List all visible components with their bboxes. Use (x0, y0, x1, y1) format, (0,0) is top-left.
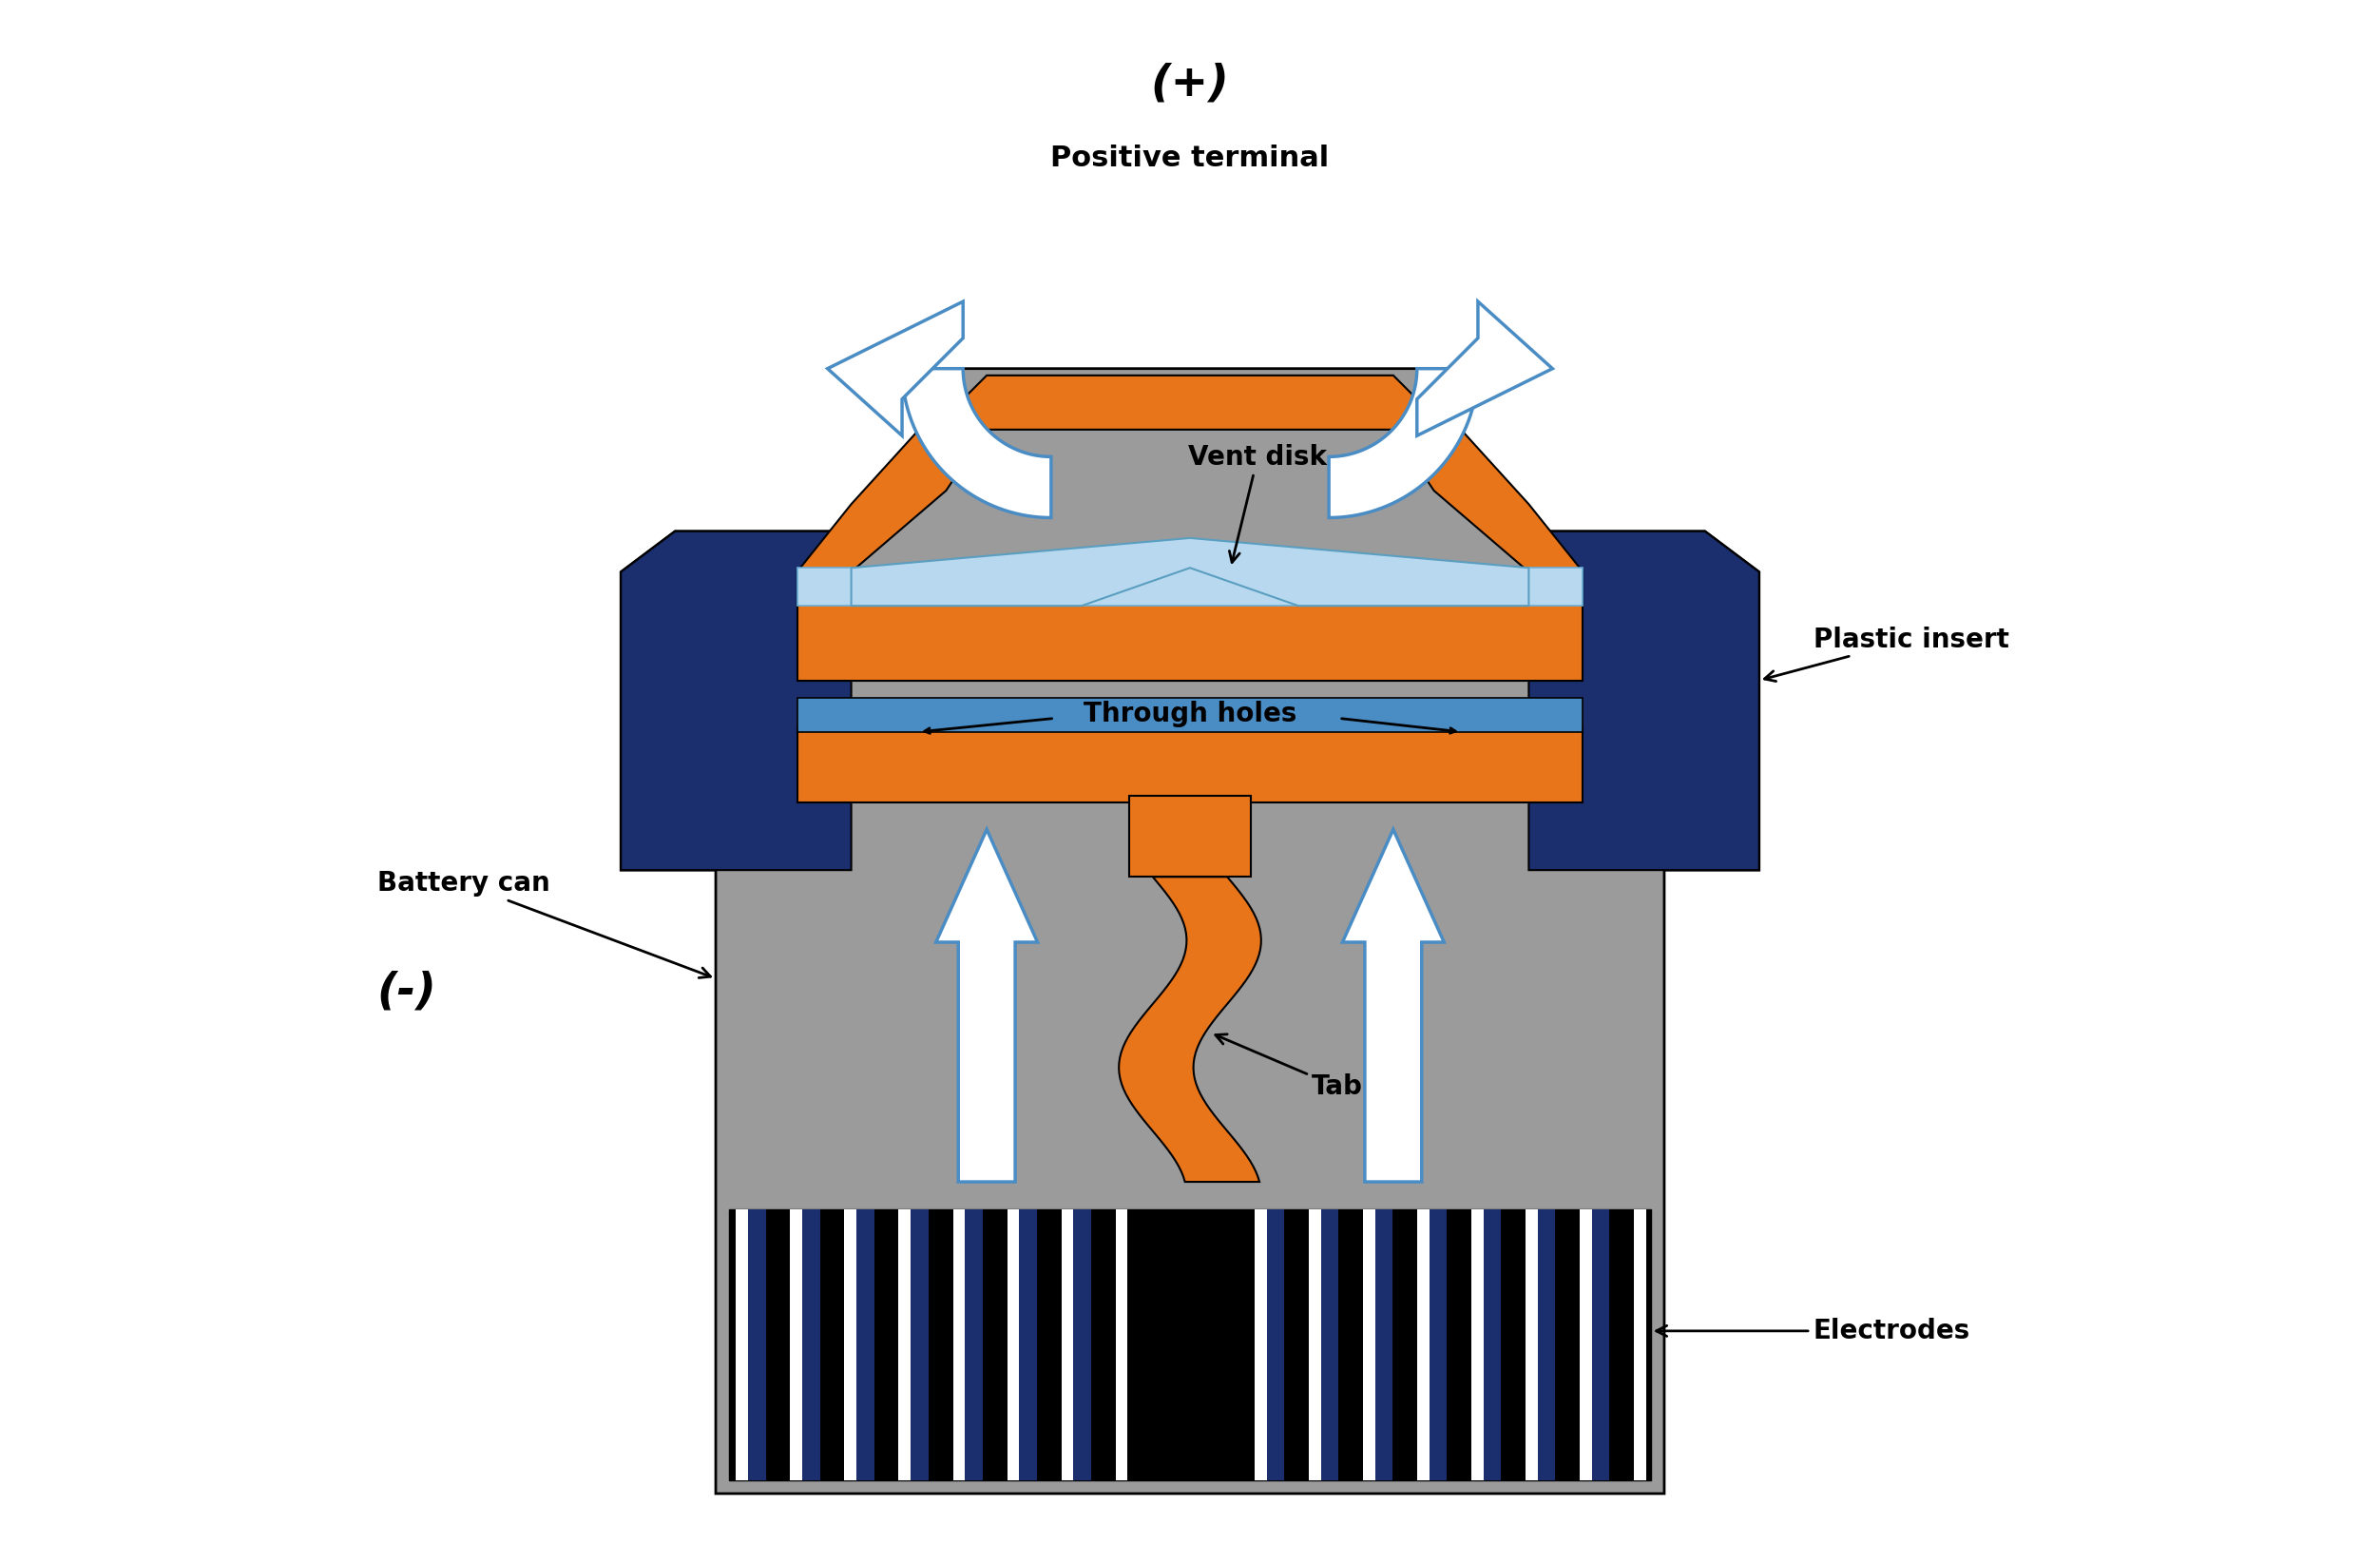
Text: (-): (-) (376, 971, 438, 1013)
Bar (747, 1209, 766, 1480)
Bar (797, 572, 1583, 680)
Bar (1364, 1209, 1376, 1480)
Polygon shape (935, 829, 1038, 1182)
Bar (952, 1209, 964, 1480)
Text: Battery can: Battery can (376, 870, 712, 978)
Bar (1483, 1209, 1502, 1480)
Bar (797, 727, 1583, 802)
Bar (1128, 796, 1252, 877)
Bar (797, 698, 1583, 732)
Polygon shape (902, 369, 1052, 518)
Bar (1376, 1209, 1392, 1480)
Polygon shape (1528, 532, 1759, 870)
Bar (1073, 1209, 1090, 1480)
Bar (1266, 1209, 1285, 1480)
Bar (1116, 1209, 1128, 1480)
Text: Positive terminal: Positive terminal (1050, 145, 1330, 172)
Text: Electrodes: Electrodes (1656, 1317, 1971, 1343)
Bar (845, 1209, 857, 1480)
Bar (1309, 1209, 1321, 1480)
Bar (1633, 1209, 1647, 1480)
Polygon shape (1119, 877, 1261, 1182)
Bar (900, 1209, 912, 1480)
Text: Vent disk: Vent disk (1188, 444, 1328, 563)
Bar (728, 1209, 1652, 1480)
Bar (1416, 1209, 1428, 1480)
Bar (1471, 1209, 1483, 1480)
Bar (1019, 1209, 1038, 1480)
Bar (1007, 1209, 1019, 1480)
Polygon shape (1416, 302, 1552, 436)
Polygon shape (959, 375, 1421, 430)
Bar (1526, 1209, 1537, 1480)
Text: Plastic insert: Plastic insert (1764, 626, 2009, 682)
Bar (1537, 1209, 1554, 1480)
Bar (912, 1209, 928, 1480)
Polygon shape (1328, 369, 1478, 518)
Polygon shape (797, 572, 1583, 680)
Bar (1254, 1209, 1266, 1480)
Polygon shape (621, 532, 852, 870)
Bar (1428, 1209, 1447, 1480)
Text: Through holes: Through holes (1083, 701, 1297, 727)
Bar (1061, 1209, 1073, 1480)
Polygon shape (797, 430, 988, 572)
Bar (1592, 1209, 1609, 1480)
Bar (1321, 1209, 1338, 1480)
Polygon shape (1392, 430, 1583, 572)
Bar (802, 1209, 821, 1480)
Text: Tab: Tab (1216, 1034, 1364, 1101)
Bar (1580, 1209, 1592, 1480)
Polygon shape (1342, 829, 1445, 1182)
Text: (+): (+) (1150, 63, 1230, 105)
Bar (857, 1209, 873, 1480)
Bar (797, 568, 1583, 605)
Bar (735, 1209, 747, 1480)
Polygon shape (852, 538, 1528, 605)
Bar (964, 1209, 983, 1480)
Polygon shape (621, 369, 1759, 1494)
Polygon shape (828, 302, 964, 436)
Bar (790, 1209, 802, 1480)
